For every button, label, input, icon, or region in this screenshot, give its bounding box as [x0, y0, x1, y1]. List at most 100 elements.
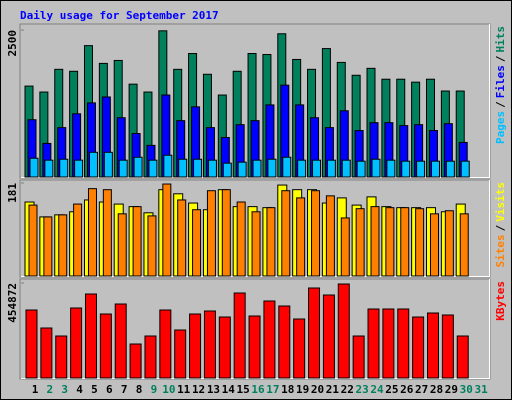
bar [237, 161, 247, 178]
bar [281, 190, 291, 277]
x-tick-label: 26 [400, 383, 414, 396]
bar [117, 213, 127, 277]
legend: Pages / Files / Hits [494, 26, 507, 144]
x-tick-label: 31 [474, 383, 488, 396]
bar [129, 343, 142, 379]
x-tick-label: 4 [76, 383, 83, 396]
bar [163, 154, 173, 178]
bar [221, 189, 231, 277]
bar [337, 283, 350, 379]
bar [207, 159, 217, 178]
bar [174, 329, 187, 379]
bar [73, 203, 83, 277]
x-tick-label: 10 [162, 383, 175, 396]
x-tick-label: 27 [415, 383, 428, 396]
x-tick-label: 3 [61, 383, 68, 396]
x-tick-label: 11 [177, 383, 191, 396]
bar [385, 207, 395, 277]
bar [252, 159, 262, 178]
bar [178, 158, 188, 178]
x-tick-label: 24 [370, 383, 384, 396]
x-tick-label: 21 [326, 383, 340, 396]
x-tick-label: 2 [47, 383, 54, 396]
bar [88, 151, 98, 178]
bar [370, 206, 380, 277]
bar [44, 159, 54, 178]
bar [382, 308, 395, 379]
bar [456, 335, 469, 379]
x-tick-label: 1 [32, 383, 39, 396]
bar [444, 210, 454, 277]
bar [147, 215, 157, 277]
legend: KBytes [494, 281, 507, 321]
y-tick-label: 181 [6, 183, 19, 203]
x-tick-label: 30 [460, 383, 473, 396]
bar [189, 313, 202, 379]
bar [311, 190, 321, 277]
bar [193, 158, 203, 178]
bar [248, 315, 261, 379]
bar [251, 211, 261, 277]
bar [367, 308, 380, 379]
bar [263, 300, 276, 379]
bar [148, 159, 158, 178]
legend-entry: Sites [494, 234, 507, 267]
bar [43, 216, 53, 277]
legend-entry: Visits [494, 182, 507, 222]
bar [144, 335, 157, 379]
legend-entry: Pages [494, 111, 507, 144]
bar [192, 209, 202, 277]
bar [312, 159, 322, 178]
bar [162, 183, 172, 277]
bar [25, 309, 38, 379]
bar [459, 213, 469, 277]
x-tick-label: 5 [91, 383, 98, 396]
bar [102, 189, 112, 277]
y-tick-label: 2500 [6, 30, 19, 57]
bar [55, 335, 68, 379]
bar [222, 162, 232, 178]
bar [29, 157, 39, 178]
x-tick-label: 29 [445, 383, 458, 396]
bar [397, 308, 410, 379]
bar [70, 307, 83, 379]
x-tick-label: 16 [251, 383, 265, 396]
bar [203, 310, 216, 379]
bar [341, 159, 351, 178]
x-tick-label: 18 [281, 383, 294, 396]
x-tick-label: 12 [192, 383, 205, 396]
bar [308, 287, 321, 379]
bar [103, 151, 113, 178]
bar [59, 158, 69, 178]
bar [218, 316, 231, 379]
bar [297, 159, 307, 178]
bar [416, 160, 426, 178]
x-tick-label: 20 [311, 383, 324, 396]
x-tick-label: 6 [106, 383, 113, 396]
bar [74, 159, 84, 178]
bar [401, 160, 411, 178]
bar [282, 156, 292, 178]
bar [267, 158, 277, 178]
bar [429, 213, 439, 277]
bar [58, 214, 68, 277]
bar [177, 199, 187, 277]
bar [296, 197, 306, 277]
bar [133, 156, 143, 178]
legend: Sites / Visits [494, 182, 507, 268]
legend-entry: KBytes [494, 281, 507, 321]
bar [415, 208, 425, 277]
bar [412, 316, 425, 379]
bar [28, 204, 38, 277]
x-tick-label: 7 [121, 383, 128, 396]
bar [84, 293, 97, 379]
bar [118, 159, 128, 178]
x-tick-label: 22 [341, 383, 354, 396]
bar [99, 313, 112, 379]
legend-separator: / [494, 55, 507, 62]
bar [430, 160, 440, 178]
x-tick-label: 23 [356, 383, 369, 396]
bar [356, 160, 366, 178]
bar [159, 309, 172, 379]
